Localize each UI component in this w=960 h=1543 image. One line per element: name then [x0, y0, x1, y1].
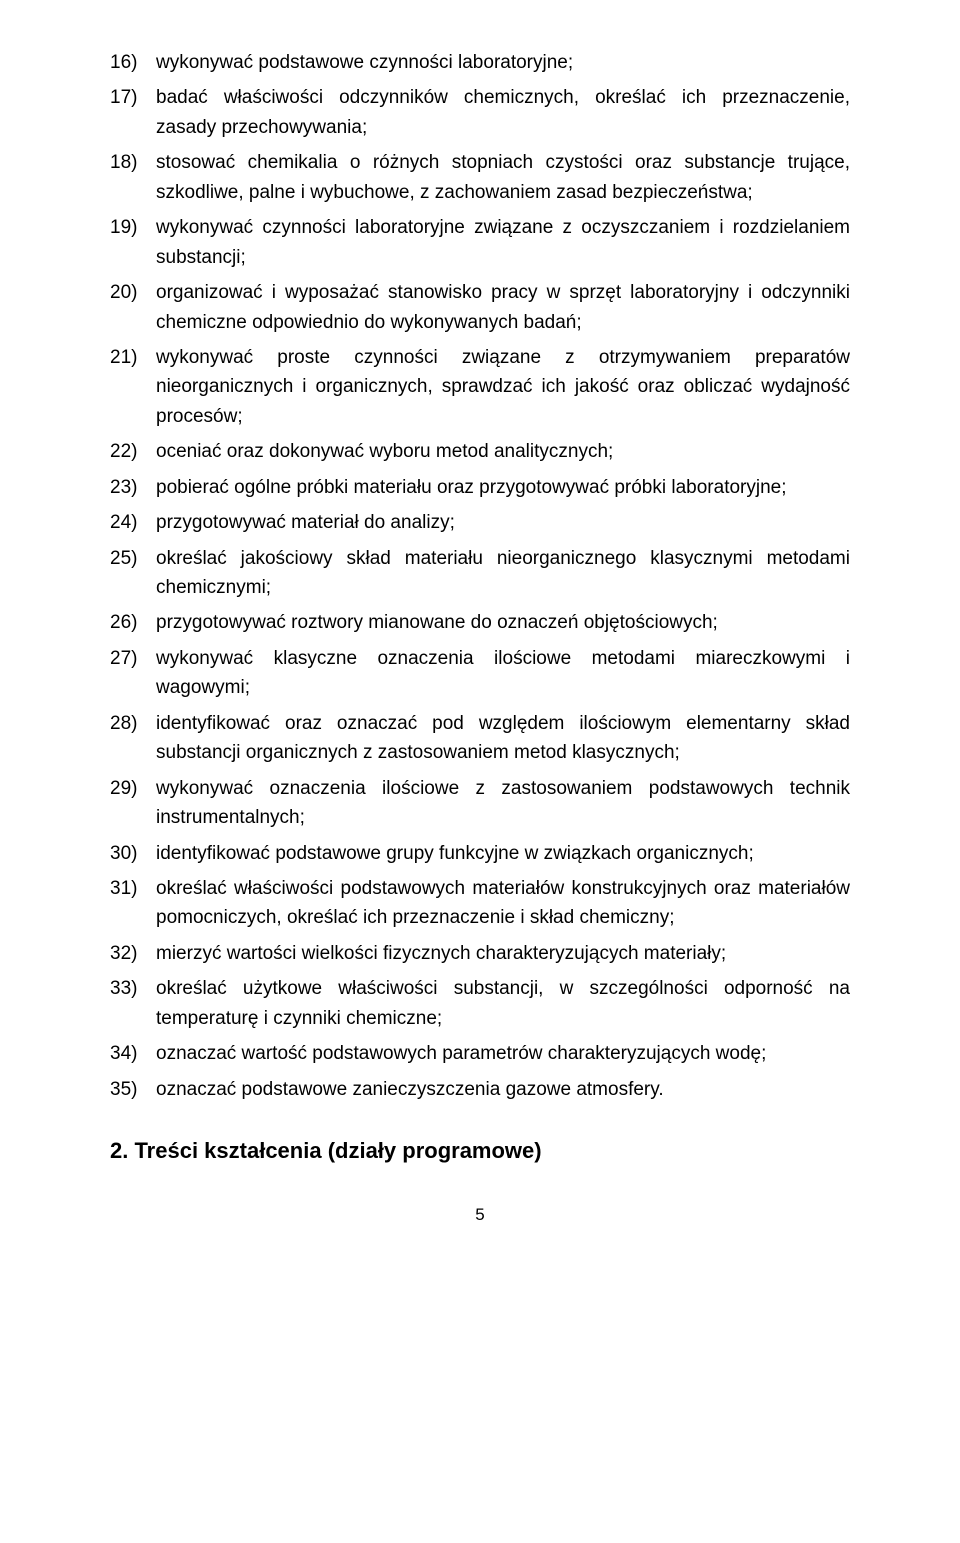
list-item-text: identyfikować podstawowe grupy funkcyjne… [156, 839, 850, 868]
list-item: 18)stosować chemikalia o różnych stopnia… [110, 148, 850, 207]
list-item-number: 17) [110, 83, 156, 142]
list-item: 19)wykonywać czynności laboratoryjne zwi… [110, 213, 850, 272]
list-item: 30)identyfikować podstawowe grupy funkcy… [110, 839, 850, 868]
list-item-number: 35) [110, 1075, 156, 1104]
list-item: 34)oznaczać wartość podstawowych paramet… [110, 1039, 850, 1068]
list-item-number: 32) [110, 939, 156, 968]
list-item-text: określać jakościowy skład materiału nieo… [156, 544, 850, 603]
list-item: 22)oceniać oraz dokonywać wyboru metod a… [110, 437, 850, 466]
list-item-number: 22) [110, 437, 156, 466]
list-item-text: oznaczać podstawowe zanieczyszczenia gaz… [156, 1075, 850, 1104]
list-item-text: wykonywać proste czynności związane z ot… [156, 343, 850, 431]
list-item-text: identyfikować oraz oznaczać pod względem… [156, 709, 850, 768]
list-item-number: 28) [110, 709, 156, 768]
list-item-number: 18) [110, 148, 156, 207]
list-item-text: wykonywać podstawowe czynności laborator… [156, 48, 850, 77]
list-item: 26)przygotowywać roztwory mianowane do o… [110, 608, 850, 637]
list-item-text: badać właściwości odczynników chemicznyc… [156, 83, 850, 142]
list-item-text: oceniać oraz dokonywać wyboru metod anal… [156, 437, 850, 466]
list-item-text: pobierać ogólne próbki materiału oraz pr… [156, 473, 850, 502]
list-item: 16)wykonywać podstawowe czynności labora… [110, 48, 850, 77]
list-item-text: przygotowywać materiał do analizy; [156, 508, 850, 537]
list-item: 29)wykonywać oznaczenia ilościowe z zast… [110, 774, 850, 833]
list-item: 23)pobierać ogólne próbki materiału oraz… [110, 473, 850, 502]
list-item-number: 26) [110, 608, 156, 637]
list-item-text: określać użytkowe właściwości substancji… [156, 974, 850, 1033]
list-item-number: 25) [110, 544, 156, 603]
list-item-number: 29) [110, 774, 156, 833]
list-item-text: przygotowywać roztwory mianowane do ozna… [156, 608, 850, 637]
list-item-number: 19) [110, 213, 156, 272]
list-item-text: wykonywać czynności laboratoryjne związa… [156, 213, 850, 272]
list-item: 20)organizować i wyposażać stanowisko pr… [110, 278, 850, 337]
list-item-number: 33) [110, 974, 156, 1033]
list-item-number: 27) [110, 644, 156, 703]
list-item: 28)identyfikować oraz oznaczać pod wzglę… [110, 709, 850, 768]
document-page: 16)wykonywać podstawowe czynności labora… [0, 0, 960, 1543]
list-item-text: oznaczać wartość podstawowych parametrów… [156, 1039, 850, 1068]
list-item: 25)określać jakościowy skład materiału n… [110, 544, 850, 603]
list-item: 35)oznaczać podstawowe zanieczyszczenia … [110, 1075, 850, 1104]
list-item: 27)wykonywać klasyczne oznaczenia ilości… [110, 644, 850, 703]
list-item-text: mierzyć wartości wielkości fizycznych ch… [156, 939, 850, 968]
list-item-number: 21) [110, 343, 156, 431]
numbered-list: 16)wykonywać podstawowe czynności labora… [110, 48, 850, 1104]
list-item-number: 16) [110, 48, 156, 77]
list-item-number: 20) [110, 278, 156, 337]
section-heading: 2. Treści kształcenia (działy programowe… [110, 1134, 850, 1168]
list-item: 24)przygotowywać materiał do analizy; [110, 508, 850, 537]
list-item-number: 24) [110, 508, 156, 537]
list-item-number: 34) [110, 1039, 156, 1068]
page-number: 5 [110, 1202, 850, 1228]
list-item-text: stosować chemikalia o różnych stopniach … [156, 148, 850, 207]
list-item: 17)badać właściwości odczynników chemicz… [110, 83, 850, 142]
list-item-number: 31) [110, 874, 156, 933]
list-item-text: wykonywać oznaczenia ilościowe z zastoso… [156, 774, 850, 833]
list-item: 32)mierzyć wartości wielkości fizycznych… [110, 939, 850, 968]
list-item-number: 30) [110, 839, 156, 868]
list-item: 21)wykonywać proste czynności związane z… [110, 343, 850, 431]
list-item: 31)określać właściwości podstawowych mat… [110, 874, 850, 933]
list-item-text: organizować i wyposażać stanowisko pracy… [156, 278, 850, 337]
list-item-text: wykonywać klasyczne oznaczenia ilościowe… [156, 644, 850, 703]
list-item-number: 23) [110, 473, 156, 502]
list-item: 33)określać użytkowe właściwości substan… [110, 974, 850, 1033]
list-item-text: określać właściwości podstawowych materi… [156, 874, 850, 933]
